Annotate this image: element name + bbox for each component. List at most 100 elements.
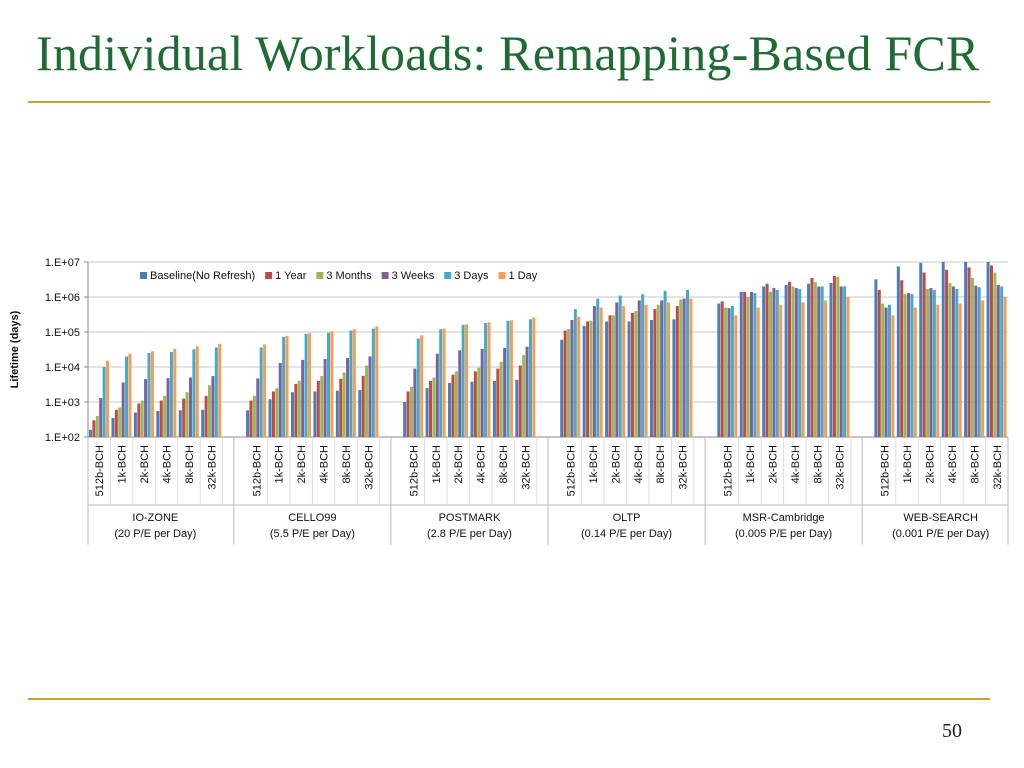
bar	[903, 294, 907, 437]
bar	[420, 335, 424, 437]
bar	[649, 320, 653, 437]
bar	[675, 306, 679, 437]
bar	[515, 379, 519, 437]
bar	[948, 283, 952, 437]
x-tick-label: 512b-BCH	[723, 445, 735, 496]
bar	[996, 285, 1000, 437]
footer-divider	[28, 698, 990, 700]
bar	[125, 356, 129, 437]
bar	[666, 302, 670, 437]
x-tick-label: 4k-BCH	[319, 445, 331, 484]
bar	[746, 297, 750, 437]
bar	[425, 388, 429, 437]
bar	[727, 308, 731, 437]
bar	[563, 330, 567, 437]
bar	[150, 351, 154, 437]
bar	[592, 306, 596, 437]
bar	[913, 307, 917, 437]
bar	[532, 317, 536, 437]
x-tick-label: 1k-BCH	[588, 445, 600, 484]
bar	[753, 293, 757, 437]
bar	[528, 319, 532, 437]
bar	[884, 307, 888, 437]
bar	[720, 301, 724, 437]
bar	[365, 365, 369, 437]
y-tick-label: 1.E+07	[45, 257, 80, 269]
x-tick-label: 32k-BCH	[678, 445, 690, 490]
legend-label: Baseline(No Refresh)	[150, 270, 255, 282]
bar	[416, 338, 420, 437]
bar	[118, 407, 122, 437]
bar	[891, 315, 895, 437]
bar	[730, 306, 734, 437]
x-tick-label: 4k-BCH	[476, 445, 488, 484]
bar	[832, 275, 836, 437]
group-sublabel: (0.001 P/E per Day)	[892, 528, 989, 540]
bar	[301, 359, 305, 437]
bar	[346, 358, 350, 437]
bar	[900, 280, 904, 437]
bar	[352, 329, 356, 437]
bar	[974, 285, 978, 437]
bar	[89, 429, 93, 437]
bar	[989, 265, 993, 437]
bar	[211, 376, 215, 437]
bar	[663, 290, 667, 437]
bar	[327, 332, 331, 437]
group-label: POSTMARK	[439, 512, 501, 524]
bar	[910, 294, 914, 437]
bar	[958, 303, 962, 437]
bar	[810, 277, 814, 437]
x-tick-label: 1k-BCH	[274, 445, 286, 484]
bar	[682, 298, 686, 437]
bar	[278, 363, 282, 437]
bar	[339, 378, 343, 437]
bar	[454, 371, 458, 437]
bar	[922, 272, 926, 437]
bar	[611, 315, 615, 437]
bar	[214, 347, 218, 437]
x-tick-label: 32k-BCH	[363, 445, 375, 490]
x-tick-label: 512b-BCH	[880, 445, 892, 496]
bar	[779, 304, 783, 437]
legend-label: 3 Weeks	[392, 270, 435, 282]
bar	[121, 382, 125, 437]
x-tick-label: 512b-BCH	[94, 445, 106, 496]
bar	[371, 328, 375, 437]
bar	[169, 351, 173, 437]
bar	[173, 348, 177, 437]
bar	[660, 300, 664, 437]
x-tick-label: 2k-BCH	[453, 445, 465, 484]
x-tick-label: 1k-BCH	[902, 445, 914, 484]
bar	[358, 390, 362, 437]
bar	[342, 372, 346, 437]
bar	[297, 380, 301, 437]
bar	[316, 380, 320, 437]
bar	[846, 297, 850, 437]
bar	[496, 368, 500, 437]
legend-label: 1 Day	[508, 270, 537, 282]
bar	[99, 398, 103, 437]
bar	[470, 381, 474, 437]
x-tick-label: 4k-BCH	[633, 445, 645, 484]
bar	[509, 320, 513, 437]
bar	[140, 400, 144, 437]
bar	[605, 321, 609, 437]
group-sublabel: (20 P/E per Day)	[114, 528, 196, 540]
bar	[896, 266, 900, 437]
legend-label: 3 Days	[454, 270, 489, 282]
x-tick-label: 2k-BCH	[767, 445, 779, 484]
group-label: WEB-SEARCH	[903, 512, 978, 524]
bar	[429, 380, 433, 437]
bar	[259, 347, 263, 437]
group-sublabel: (0.005 P/E per Day)	[735, 528, 832, 540]
bar	[256, 378, 260, 437]
group-sublabel: (2.8 P/E per Day)	[427, 528, 512, 540]
bar	[986, 262, 990, 437]
group-label: MSR-Cambridge	[743, 512, 825, 524]
bar	[403, 402, 407, 437]
bar	[111, 417, 115, 437]
bar	[163, 395, 167, 437]
bar	[294, 383, 298, 437]
x-tick-label: 512b-BCH	[565, 445, 577, 496]
